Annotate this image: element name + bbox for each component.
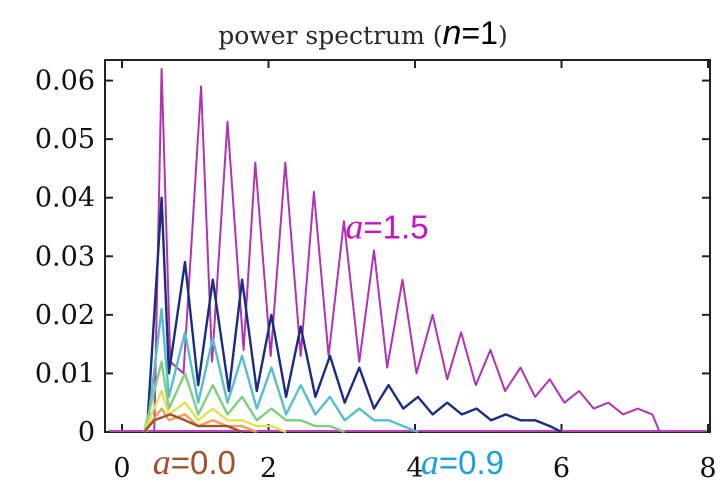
series-line-1 xyxy=(145,196,563,434)
series-line-6 xyxy=(143,413,243,434)
chart-title-prefix: power spectrum ( xyxy=(218,21,442,50)
x-tick-label: 2 xyxy=(260,453,277,484)
annotation-a-0-9: a=0.9 xyxy=(421,442,504,482)
series-line-3 xyxy=(142,360,346,434)
x-tick-label: 8 xyxy=(699,453,716,484)
x-tick-label: 6 xyxy=(553,453,570,484)
y-tick-label: 0.05 xyxy=(35,124,95,155)
series-line-0 xyxy=(153,67,661,433)
annotation-a-0-0: a=0.0 xyxy=(153,442,236,482)
chart-title: power spectrum (n=1) xyxy=(218,14,507,52)
plot-frame xyxy=(104,59,711,433)
chart-title-eq: =1 xyxy=(461,15,497,51)
y-tick-label: 0.04 xyxy=(35,183,95,214)
annotation-a-1-5: a=1.5 xyxy=(345,207,428,247)
y-tick-label: 0.02 xyxy=(35,300,95,331)
x-tick-label: 0 xyxy=(113,453,130,484)
x-tick-label: 4 xyxy=(406,453,423,484)
y-tick-label: 0.06 xyxy=(35,66,95,97)
y-tick-label: 0.03 xyxy=(35,241,95,272)
y-tick-label: 0.01 xyxy=(35,358,95,389)
y-tick-label: 0 xyxy=(78,417,95,448)
plot-area: 0 0.01 0.02 0.03 0.04 0.05 0.06 0 2 4 6 8 a=1.5 a=0.0… xyxy=(35,59,717,484)
chart-title-variable: n xyxy=(443,14,462,52)
series-line-2 xyxy=(145,307,419,434)
chart-title-suffix: ) xyxy=(498,21,508,50)
series-line-4 xyxy=(142,389,287,434)
